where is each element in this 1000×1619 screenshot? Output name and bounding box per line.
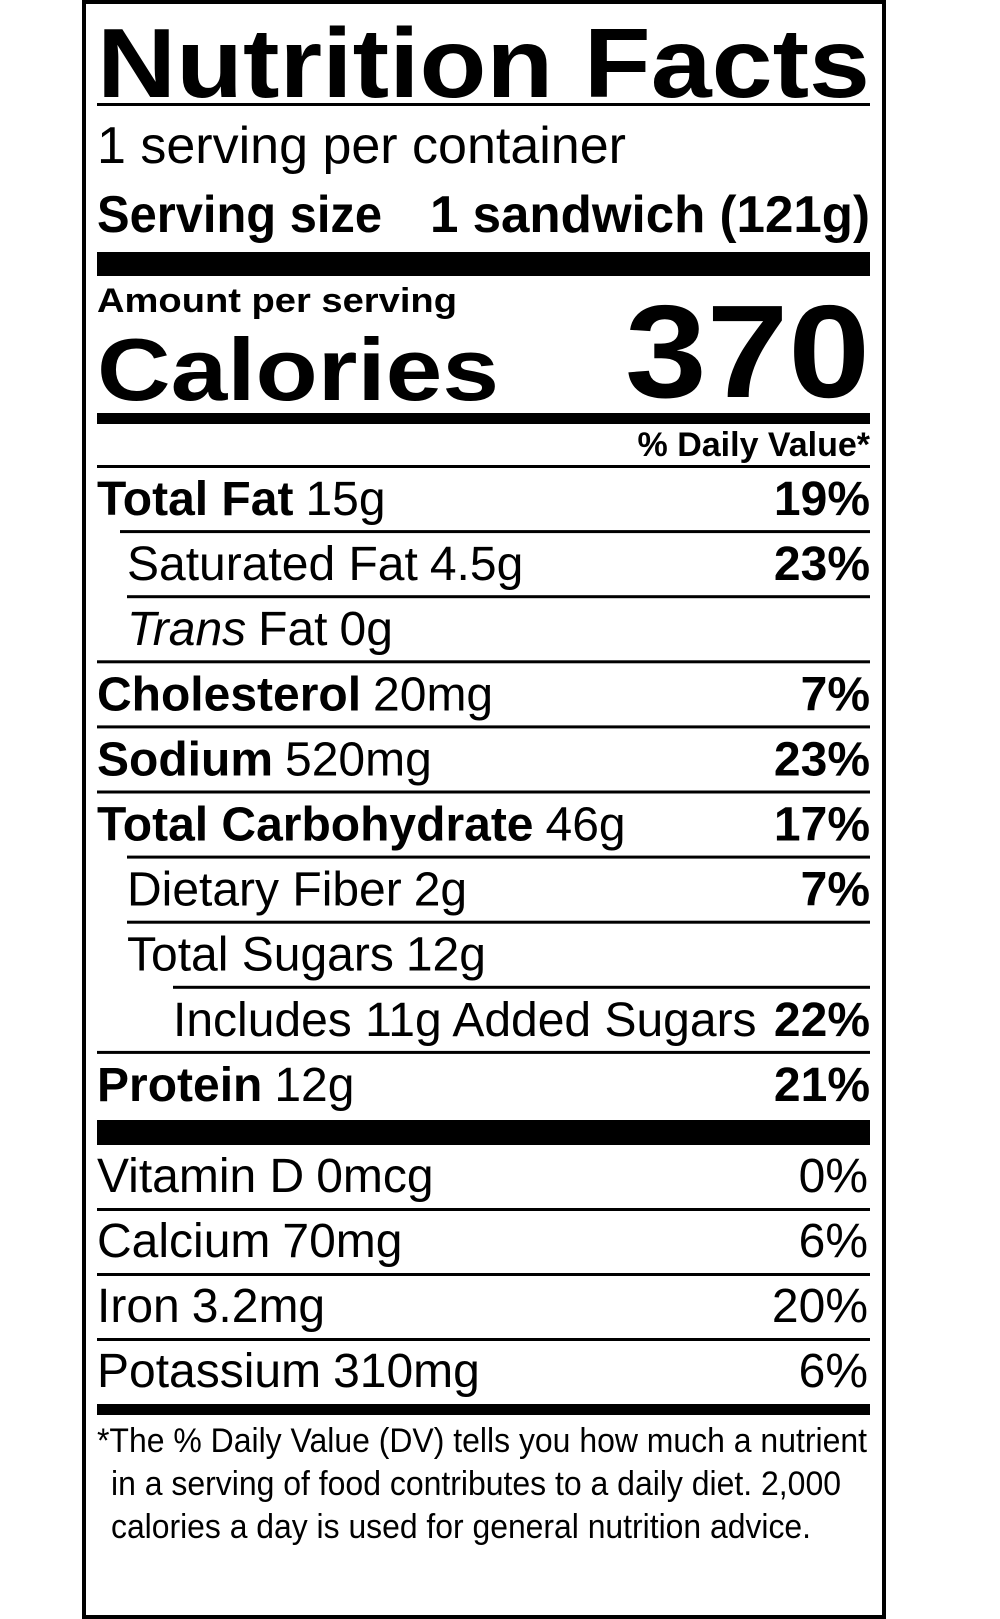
nutrient-name: Total Carbohydrate — [97, 799, 534, 852]
nutrient-dv: 19% — [774, 473, 870, 526]
vitamin-name: Iron — [97, 1280, 180, 1333]
medium-bar — [97, 413, 870, 424]
thick-bar — [97, 1120, 870, 1145]
rule — [97, 1050, 870, 1054]
vitamin-dv: 20% — [772, 1280, 868, 1333]
vitamin-dv: 6% — [799, 1345, 868, 1398]
vitamin-dv: 6% — [799, 1215, 868, 1268]
vitamin-amount: 70mg — [282, 1215, 402, 1268]
nutrient-name: Protein — [97, 1059, 262, 1112]
nutrient-row: Total Carbohydrate 46g — [97, 799, 626, 852]
nutrient-name: Sodium — [97, 733, 273, 786]
rule — [97, 465, 870, 468]
rule — [127, 920, 870, 924]
footnote-line: *The % Daily Value (DV) tells you how mu… — [97, 1422, 868, 1460]
title: Nutrition Facts — [97, 8, 870, 118]
rule — [127, 855, 870, 859]
rule — [97, 660, 870, 664]
medium-bar — [97, 1404, 870, 1415]
nutrient-row: Protein 12g — [97, 1059, 354, 1112]
servings: 1 serving per container — [97, 117, 626, 175]
footnote-line: calories a day is used for general nutri… — [111, 1508, 811, 1546]
nutrient-name: Saturated Fat — [127, 538, 418, 591]
vitamin-row: Calcium 70mg — [97, 1215, 402, 1268]
nutrient-row: Total Fat 15g — [97, 473, 386, 526]
nutrient-row: Trans Fat 0g — [127, 603, 393, 656]
nutrient-row: Cholesterol 20mg — [97, 668, 493, 721]
nutrient-name: Dietary Fiber — [127, 864, 402, 917]
dv-header: % Daily Value* — [638, 426, 871, 464]
nutrient-amount: 4.5g — [430, 538, 523, 591]
rule — [120, 530, 870, 534]
nutrient-name: Includes 11g Added Sugars — [173, 994, 757, 1047]
rule — [97, 725, 870, 729]
nutrient-name: Total Fat — [97, 473, 293, 526]
nutrient-dv: 21% — [774, 1059, 870, 1112]
vitamin-amount: 3.2mg — [192, 1280, 325, 1333]
rule — [97, 1273, 870, 1276]
amount-per-serving: Amount per serving — [97, 282, 457, 320]
rule — [127, 595, 870, 599]
vitamin-name: Vitamin D — [97, 1150, 304, 1203]
rule — [97, 1208, 870, 1211]
footnote-line: in a serving of food contributes to a da… — [111, 1465, 841, 1503]
vitamin-amount: 310mg — [333, 1345, 480, 1398]
vitamin-name: Calcium — [97, 1215, 270, 1268]
vitamin-row: Potassium 310mg — [97, 1345, 480, 1398]
calories-value: 370 — [625, 278, 870, 425]
serving-size-label: Serving size — [97, 186, 382, 244]
nutrient-amount: 2g — [414, 864, 467, 917]
serving-size: 1 sandwich (121g) — [430, 186, 870, 244]
vitamin-row: Iron 3.2mg — [97, 1280, 325, 1333]
vitamin-amount: 0mcg — [316, 1150, 433, 1203]
nutrient-dv: 7% — [801, 668, 870, 721]
nutrient-dv: 23% — [774, 538, 870, 591]
vitamin-dv: 0% — [799, 1150, 868, 1203]
nutrient-row: Includes 11g Added Sugars — [173, 994, 757, 1047]
nutrient-amount: 520mg — [285, 733, 432, 786]
nutrient-amount: 12g — [406, 929, 486, 982]
nutrient-row: Sodium 520mg — [97, 733, 432, 786]
nutrient-name: Total Sugars — [127, 929, 394, 982]
nutrient-amount: 15g — [305, 473, 385, 526]
nutrient-name: Fat — [258, 603, 327, 656]
nutrient-dv: 17% — [774, 799, 870, 852]
nutrient-dv: 22% — [774, 994, 870, 1047]
rule — [173, 985, 870, 989]
nutrient-amount: 0g — [340, 603, 393, 656]
rule — [97, 1338, 870, 1341]
calories-label: Calories — [97, 320, 499, 419]
nutrient-dv: 7% — [801, 864, 870, 917]
nutrient-row: Dietary Fiber 2g — [127, 864, 467, 917]
thick-bar — [97, 252, 870, 276]
nutrient-row: Saturated Fat 4.5g — [127, 538, 523, 591]
vitamin-row: Vitamin D 0mcg — [97, 1150, 434, 1203]
nutrient-amount: 12g — [274, 1059, 354, 1112]
nutrient-amount: 46g — [546, 799, 626, 852]
nutrient-amount: 20mg — [373, 668, 493, 721]
nutrient-name-italic: Trans — [127, 603, 246, 656]
vitamin-name: Potassium — [97, 1345, 321, 1398]
nutrient-row: Total Sugars 12g — [127, 929, 486, 982]
nutrient-name: Cholesterol — [97, 668, 361, 721]
rule — [97, 790, 870, 794]
rule — [97, 103, 870, 106]
nutrient-dv: 23% — [774, 733, 870, 786]
